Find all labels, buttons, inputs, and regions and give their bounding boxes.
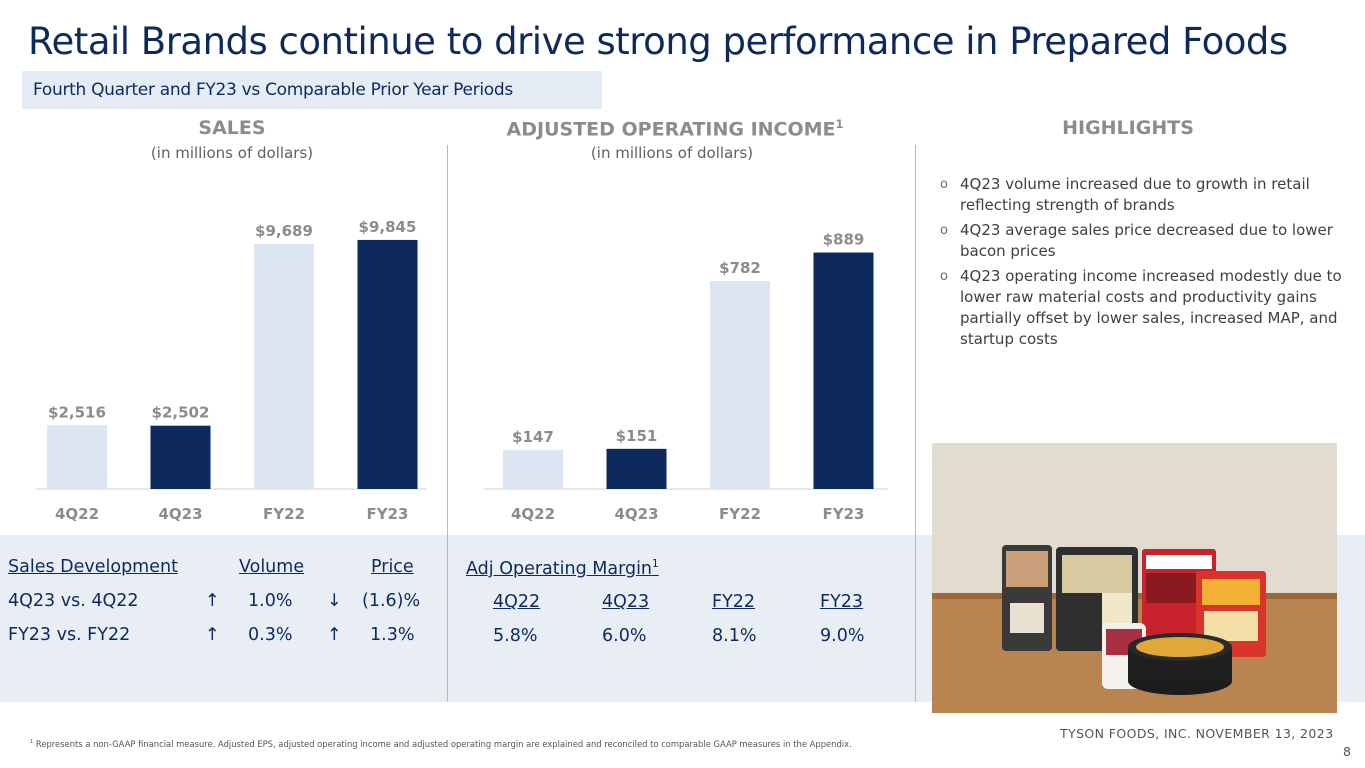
tick-label-fy23: FY23 — [367, 505, 409, 523]
divider-left — [447, 145, 448, 702]
highlight-text: 4Q23 operating income increased modestly… — [960, 267, 1342, 348]
bar-4q23 — [606, 448, 667, 489]
product-photo — [932, 443, 1337, 713]
aoi-title: ADJUSTED OPERATING INCOME1 — [455, 117, 895, 140]
margin-period-4q22: 4Q22 — [493, 592, 541, 612]
row-1-volume-arrow: ↑ — [205, 591, 220, 611]
row-1-label: 4Q23 vs. 4Q22 — [8, 591, 139, 611]
subtitle-box: Fourth Quarter and FY23 vs Comparable Pr… — [22, 71, 602, 109]
highlight-item: o 4Q23 operating income increased modestl… — [940, 266, 1350, 350]
margin-value-4q22: 5.8% — [493, 626, 538, 646]
price-header: Price — [371, 557, 414, 577]
tick-label-fy22: FY22 — [719, 505, 761, 523]
bar-fy22 — [254, 243, 314, 489]
sales-title: SALES — [198, 117, 266, 139]
bar-fy22 — [710, 280, 770, 489]
highlight-bullet: o — [940, 177, 948, 192]
sales-subtitle: (in millions of dollars) — [150, 144, 314, 162]
tick-label-4q23: 4Q23 — [158, 505, 202, 523]
data-label-fy23: $9,845 — [359, 218, 417, 236]
footer-company: TYSON FOODS, INC. NOVEMBER 13, 2023 — [1060, 726, 1334, 741]
aoi-title-text: ADJUSTED OPERATING INCOME — [506, 118, 836, 141]
tick-label-4q23: 4Q23 — [614, 505, 658, 523]
row-2-price-arrow: ↑ — [327, 625, 342, 645]
highlight-item: o 4Q23 average sales price decreased due … — [940, 220, 1350, 262]
aoi-title-sup: 1 — [835, 117, 844, 131]
data-label-fy22: $9,689 — [255, 222, 313, 240]
aoi-subtitle: (in millions of dollars) — [590, 144, 754, 162]
margin-value-fy23: 9.0% — [820, 626, 865, 646]
margin-period-fy22: FY22 — [712, 592, 756, 612]
bar-4q23 — [150, 425, 211, 489]
row-2-volume-arrow: ↑ — [205, 625, 220, 645]
footnote-sup: 1 — [30, 739, 34, 746]
tick-label-4q22: 4Q22 — [511, 505, 555, 523]
data-label-4q22: $147 — [512, 428, 554, 446]
data-label-4q22: $2,516 — [48, 403, 106, 421]
highlight-bullet: o — [940, 223, 948, 238]
tick-label-fy23: FY23 — [823, 505, 865, 523]
margin-header-sup: 1 — [652, 558, 659, 570]
bar-4q22 — [503, 449, 563, 489]
page-subtitle: Fourth Quarter and FY23 vs Comparable Pr… — [33, 80, 513, 100]
page-number: 8 — [1343, 744, 1351, 759]
margin-period-fy23: FY23 — [820, 592, 864, 612]
data-label-fy23: $889 — [823, 231, 865, 249]
bar-4q22 — [47, 425, 107, 489]
data-label-4q23: $2,502 — [152, 404, 210, 422]
margin-period-4q23: 4Q23 — [602, 592, 650, 612]
highlight-text: 4Q23 volume increased due to growth in r… — [960, 175, 1310, 214]
footnote: 1 Represents a non-GAAP financial measur… — [30, 739, 852, 749]
margin-header: Adj Operating Margin1 — [466, 558, 659, 579]
margin-value-fy22: 8.1% — [712, 626, 757, 646]
bar-fy23 — [357, 239, 418, 489]
margin-value-4q23: 6.0% — [602, 626, 647, 646]
sales-dev-header: Sales Development — [8, 557, 178, 577]
data-label-fy22: $782 — [719, 259, 761, 277]
margin-header-text: Adj Operating Margin — [466, 558, 653, 579]
sales-chart: $2,516 4Q22 $2,502 4Q23 $9,689 FY22 $9,845 FY23 — [36, 218, 427, 523]
bar-fy23 — [813, 252, 874, 489]
row-2-price: 1.3% — [370, 625, 415, 645]
product-photo-illustration — [932, 443, 1337, 713]
volume-header: Volume — [239, 557, 305, 577]
highlights-title: HIGHLIGHTS — [1062, 117, 1194, 139]
row-1-price-arrow: ↓ — [327, 591, 342, 611]
highlights-list: o 4Q23 volume increased due to growth in … — [940, 174, 1350, 354]
row-2-label: FY23 vs. FY22 — [8, 625, 131, 645]
tick-label-4q22: 4Q22 — [55, 505, 99, 523]
row-2-volume: 0.3% — [248, 625, 293, 645]
highlight-item: o 4Q23 volume increased due to growth in … — [940, 174, 1350, 216]
row-1-volume: 1.0% — [248, 591, 293, 611]
highlight-text: 4Q23 average sales price decreased due t… — [960, 221, 1333, 260]
highlight-bullet: o — [940, 269, 948, 284]
divider-right — [915, 145, 916, 702]
tick-label-fy22: FY22 — [263, 505, 305, 523]
page-title: Retail Brands continue to drive strong p… — [28, 20, 1288, 63]
footnote-text: Represents a non-GAAP financial measure.… — [35, 739, 852, 749]
aoi-chart: $147 4Q22 $151 4Q23 $782 FY22 $889 FY23 — [484, 231, 888, 523]
data-label-4q23: $151 — [616, 427, 658, 445]
row-1-price: (1.6)% — [362, 591, 421, 611]
